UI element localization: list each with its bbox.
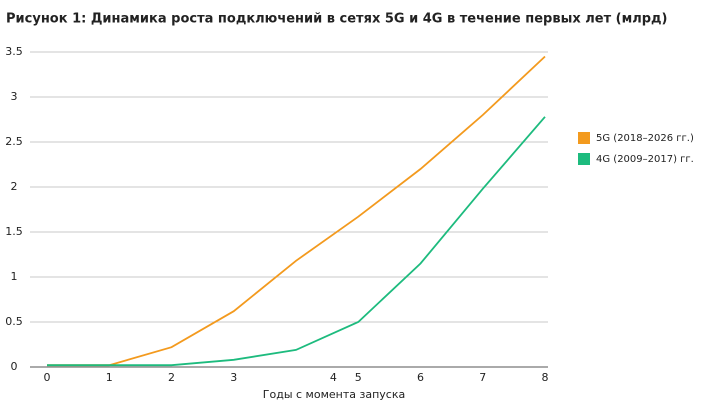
x-tick-label: 1 (106, 371, 113, 384)
x-tick-label: 4 (330, 371, 337, 384)
y-tick-label: 0 (11, 360, 18, 373)
y-tick-label: 3 (11, 90, 18, 103)
x-tick-label: 7 (479, 371, 486, 384)
x-tick-label: 6 (417, 371, 424, 384)
x-tick-label: 8 (542, 371, 549, 384)
x-tick-label: 0 (44, 371, 51, 384)
series-line (47, 55, 546, 367)
x-axis-label: Годы с момента запуска (263, 388, 405, 401)
x-tick-label: 5 (355, 371, 362, 384)
y-tick-label: 3.5 (5, 45, 23, 58)
y-tick-label: 1.5 (5, 225, 23, 238)
series-line (47, 116, 546, 367)
legend-swatch (578, 153, 590, 165)
legend-swatch (578, 132, 590, 144)
y-tick-label: 2.5 (5, 135, 23, 148)
x-tick-label: 2 (168, 371, 175, 384)
legend-label: 4G (2009–2017) гг. (596, 154, 694, 165)
y-tick-label: 0.5 (5, 315, 23, 328)
y-tick-label: 1 (11, 270, 18, 283)
legend-label: 5G (2018–2026 гг.) (596, 133, 694, 144)
x-tick-label: 3 (230, 371, 237, 384)
chart-title: Рисунок 1: Динамика роста подключений в … (6, 12, 667, 27)
y-tick-label: 2 (11, 180, 18, 193)
